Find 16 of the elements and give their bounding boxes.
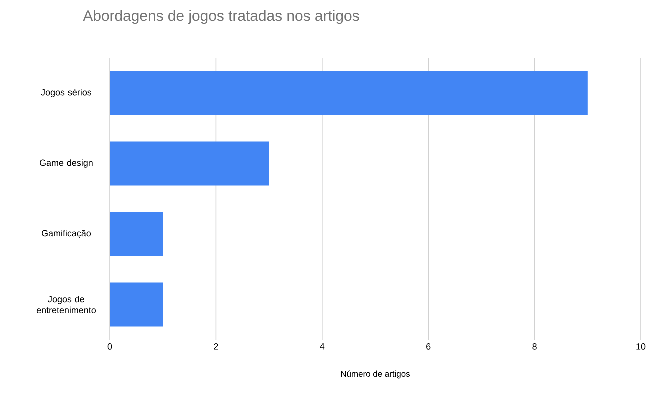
bar <box>110 142 270 186</box>
x-axis-title: Número de artigos <box>341 370 410 379</box>
bar <box>110 71 588 116</box>
x-tick-label: 10 <box>636 344 646 350</box>
bar <box>110 212 164 256</box>
chart-title: Abordagens de jogos tratadas nos artigos <box>83 10 360 24</box>
bar <box>110 282 164 327</box>
y-tick-label: Gamificação <box>42 230 92 238</box>
y-tick-label: Game design <box>40 160 93 168</box>
x-tick-label: 6 <box>426 344 431 350</box>
y-tick-label: Jogos de entretenimento <box>36 296 96 314</box>
x-tick-label: 8 <box>532 344 537 350</box>
x-tick-label: 4 <box>320 344 325 350</box>
x-tick-label: 2 <box>214 344 218 350</box>
y-tick-label: Jogos sérios <box>41 89 92 98</box>
x-tick-label: 0 <box>108 344 112 350</box>
